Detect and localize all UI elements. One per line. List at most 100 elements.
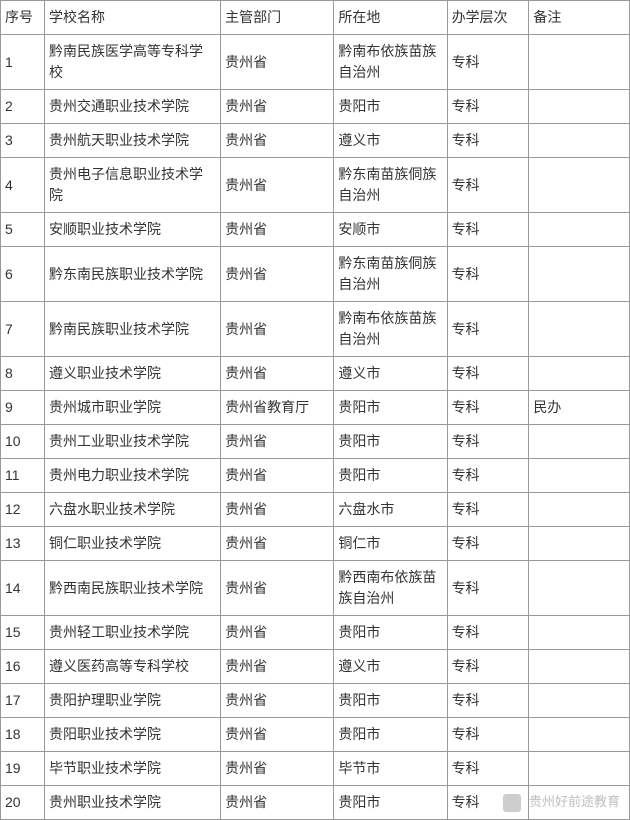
table-row: 2贵州交通职业技术学院贵州省贵阳市专科 xyxy=(1,90,630,124)
table-row: 18贵阳职业技术学院贵州省贵阳市专科 xyxy=(1,718,630,752)
table-cell: 铜仁职业技术学院 xyxy=(45,527,221,561)
table-cell xyxy=(529,124,630,158)
table-cell: 2 xyxy=(1,90,45,124)
table-header-row: 序号 学校名称 主管部门 所在地 办学层次 备注 xyxy=(1,1,630,35)
table-cell: 专科 xyxy=(447,459,529,493)
table-cell xyxy=(529,158,630,213)
table-cell: 黔南民族职业技术学院 xyxy=(45,302,221,357)
table-row: 14黔西南民族职业技术学院贵州省黔西南布依族苗族自治州专科 xyxy=(1,561,630,616)
table-cell: 毕节职业技术学院 xyxy=(45,752,221,786)
table-cell xyxy=(529,561,630,616)
table-cell: 专科 xyxy=(447,302,529,357)
table-cell: 专科 xyxy=(447,718,529,752)
table-cell: 6 xyxy=(1,247,45,302)
table-row: 5安顺职业技术学院贵州省安顺市专科 xyxy=(1,213,630,247)
table-cell xyxy=(529,718,630,752)
table-cell xyxy=(529,35,630,90)
table-cell: 专科 xyxy=(447,35,529,90)
table-cell: 遵义医药高等专科学校 xyxy=(45,650,221,684)
table-cell: 19 xyxy=(1,752,45,786)
table-cell xyxy=(529,213,630,247)
table-cell: 黔南民族医学高等专科学校 xyxy=(45,35,221,90)
table-cell: 贵州省 xyxy=(221,425,334,459)
table-cell: 黔西南民族职业技术学院 xyxy=(45,561,221,616)
table-cell: 专科 xyxy=(447,493,529,527)
table-cell xyxy=(529,90,630,124)
table-cell xyxy=(529,357,630,391)
table-cell: 贵州省 xyxy=(221,90,334,124)
table-cell: 安顺市 xyxy=(334,213,447,247)
table-cell: 专科 xyxy=(447,752,529,786)
table-cell: 六盘水市 xyxy=(334,493,447,527)
table-cell: 10 xyxy=(1,425,45,459)
table-cell: 贵州工业职业技术学院 xyxy=(45,425,221,459)
table-cell: 3 xyxy=(1,124,45,158)
table-cell: 贵州省 xyxy=(221,786,334,820)
table-cell: 7 xyxy=(1,302,45,357)
table-cell: 专科 xyxy=(447,213,529,247)
wechat-icon xyxy=(503,794,521,812)
table-cell: 14 xyxy=(1,561,45,616)
table-row: 1黔南民族医学高等专科学校贵州省黔南布依族苗族自治州专科 xyxy=(1,35,630,90)
table-cell: 1 xyxy=(1,35,45,90)
table-cell: 专科 xyxy=(447,391,529,425)
table-cell: 贵州航天职业技术学院 xyxy=(45,124,221,158)
table-row: 12六盘水职业技术学院贵州省六盘水市专科 xyxy=(1,493,630,527)
table-row: 16遵义医药高等专科学校贵州省遵义市专科 xyxy=(1,650,630,684)
table-cell: 贵州省 xyxy=(221,493,334,527)
table-cell: 贵州省 xyxy=(221,718,334,752)
table-cell xyxy=(529,684,630,718)
table-cell: 遵义职业技术学院 xyxy=(45,357,221,391)
table-row: 15贵州轻工职业技术学院贵州省贵阳市专科 xyxy=(1,616,630,650)
table-cell: 遵义市 xyxy=(334,650,447,684)
table-cell: 专科 xyxy=(447,650,529,684)
table-cell: 黔南布依族苗族自治州 xyxy=(334,35,447,90)
table-cell: 专科 xyxy=(447,561,529,616)
table-cell: 贵州省 xyxy=(221,561,334,616)
table-cell: 黔南布依族苗族自治州 xyxy=(334,302,447,357)
table-cell: 专科 xyxy=(447,527,529,561)
table-row: 17贵阳护理职业学院贵州省贵阳市专科 xyxy=(1,684,630,718)
table-cell: 贵阳市 xyxy=(334,391,447,425)
table-body: 1黔南民族医学高等专科学校贵州省黔南布依族苗族自治州专科2贵州交通职业技术学院贵… xyxy=(1,35,630,820)
table-cell: 贵州省 xyxy=(221,213,334,247)
table-cell: 贵阳市 xyxy=(334,684,447,718)
table-cell xyxy=(529,425,630,459)
table-cell: 贵州轻工职业技术学院 xyxy=(45,616,221,650)
table-cell: 专科 xyxy=(447,158,529,213)
schools-table: 序号 学校名称 主管部门 所在地 办学层次 备注 1黔南民族医学高等专科学校贵州… xyxy=(0,0,630,820)
table-cell: 贵阳市 xyxy=(334,786,447,820)
table-cell: 专科 xyxy=(447,247,529,302)
table-cell: 贵州省 xyxy=(221,357,334,391)
table-cell: 安顺职业技术学院 xyxy=(45,213,221,247)
header-location: 所在地 xyxy=(334,1,447,35)
table-cell: 黔东南苗族侗族自治州 xyxy=(334,158,447,213)
table-row: 19毕节职业技术学院贵州省毕节市专科 xyxy=(1,752,630,786)
table-cell: 贵阳护理职业学院 xyxy=(45,684,221,718)
watermark-text: 贵州好前途教育 xyxy=(529,794,620,809)
header-dept: 主管部门 xyxy=(221,1,334,35)
table-cell: 专科 xyxy=(447,616,529,650)
table-cell: 贵阳市 xyxy=(334,425,447,459)
table-row: 10贵州工业职业技术学院贵州省贵阳市专科 xyxy=(1,425,630,459)
table-cell: 贵阳市 xyxy=(334,459,447,493)
table-cell: 贵阳职业技术学院 xyxy=(45,718,221,752)
table-cell: 贵州省 xyxy=(221,247,334,302)
table-cell: 贵州省 xyxy=(221,302,334,357)
table-cell: 贵州省 xyxy=(221,616,334,650)
table-cell: 8 xyxy=(1,357,45,391)
table-cell xyxy=(529,527,630,561)
table-cell: 16 xyxy=(1,650,45,684)
table-row: 13铜仁职业技术学院贵州省铜仁市专科 xyxy=(1,527,630,561)
table-cell: 民办 xyxy=(529,391,630,425)
watermark: 贵州好前途教育 xyxy=(503,791,620,812)
header-level: 办学层次 xyxy=(447,1,529,35)
table-cell: 黔东南苗族侗族自治州 xyxy=(334,247,447,302)
table-cell: 专科 xyxy=(447,124,529,158)
table-cell: 贵阳市 xyxy=(334,718,447,752)
table-cell: 贵州省 xyxy=(221,684,334,718)
table-cell: 11 xyxy=(1,459,45,493)
table-cell: 4 xyxy=(1,158,45,213)
table-cell: 贵州交通职业技术学院 xyxy=(45,90,221,124)
table-cell: 贵州省 xyxy=(221,752,334,786)
